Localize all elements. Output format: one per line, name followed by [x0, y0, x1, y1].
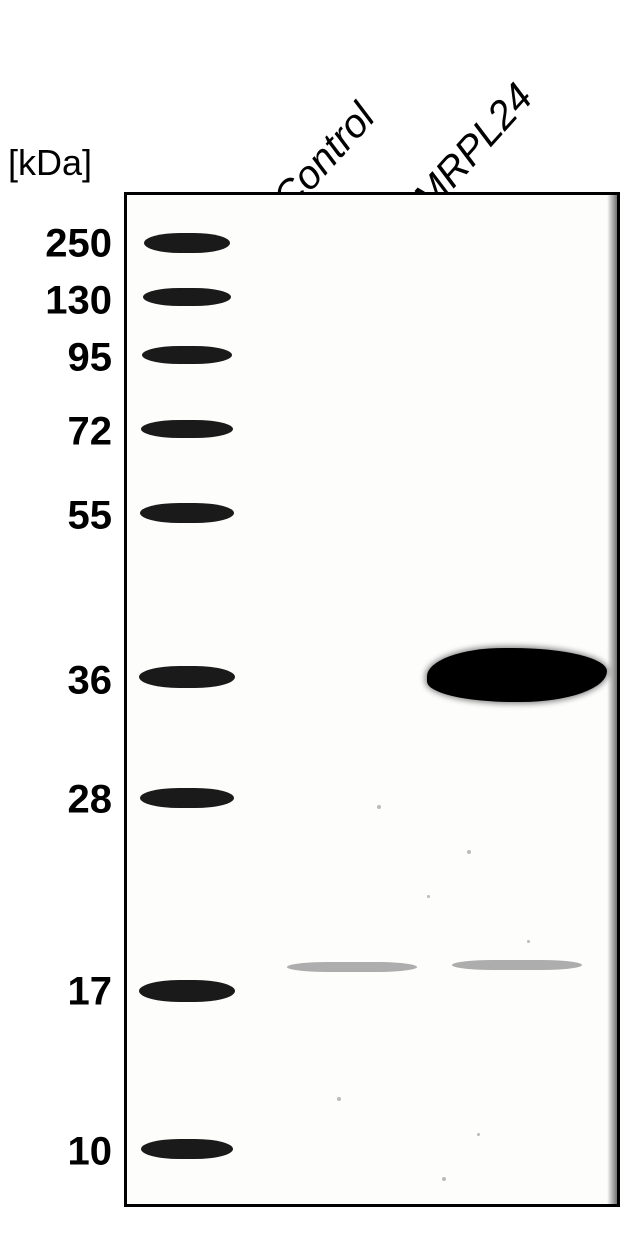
- mw-label: 17: [0, 970, 112, 1015]
- mw-label: 36: [0, 659, 112, 704]
- ladder-band: [141, 1139, 233, 1159]
- mw-label: 250: [0, 222, 112, 267]
- membrane-edge-shadow: [607, 195, 617, 1207]
- membrane-speck: [477, 1133, 480, 1136]
- ladder-band: [139, 980, 235, 1002]
- mw-label: 55: [0, 494, 112, 539]
- ladder-band: [143, 288, 231, 306]
- membrane-speck: [337, 1097, 341, 1101]
- ladder-band: [139, 666, 235, 688]
- mw-label: 130: [0, 279, 112, 324]
- mw-label: 28: [0, 778, 112, 823]
- mw-label: 10: [0, 1130, 112, 1175]
- mw-label: 72: [0, 410, 112, 455]
- kda-unit-label: [kDa]: [8, 142, 92, 184]
- mw-label: 95: [0, 336, 112, 381]
- ladder-band: [140, 503, 234, 523]
- faint-band: [287, 962, 417, 972]
- faint-band: [452, 960, 582, 970]
- western-blot-figure: [kDa] Control MRPL24 2501309572553628171…: [0, 0, 640, 1235]
- membrane-speck: [427, 895, 430, 898]
- blot-membrane: [124, 192, 620, 1207]
- ladder-band: [141, 420, 233, 438]
- ladder-band: [144, 233, 230, 253]
- target-band: [427, 648, 607, 702]
- membrane-speck: [377, 805, 381, 809]
- membrane-speck: [467, 850, 471, 854]
- ladder-band: [142, 346, 232, 364]
- ladder-band: [140, 788, 234, 808]
- membrane-speck: [527, 940, 530, 943]
- membrane-speck: [442, 1177, 446, 1181]
